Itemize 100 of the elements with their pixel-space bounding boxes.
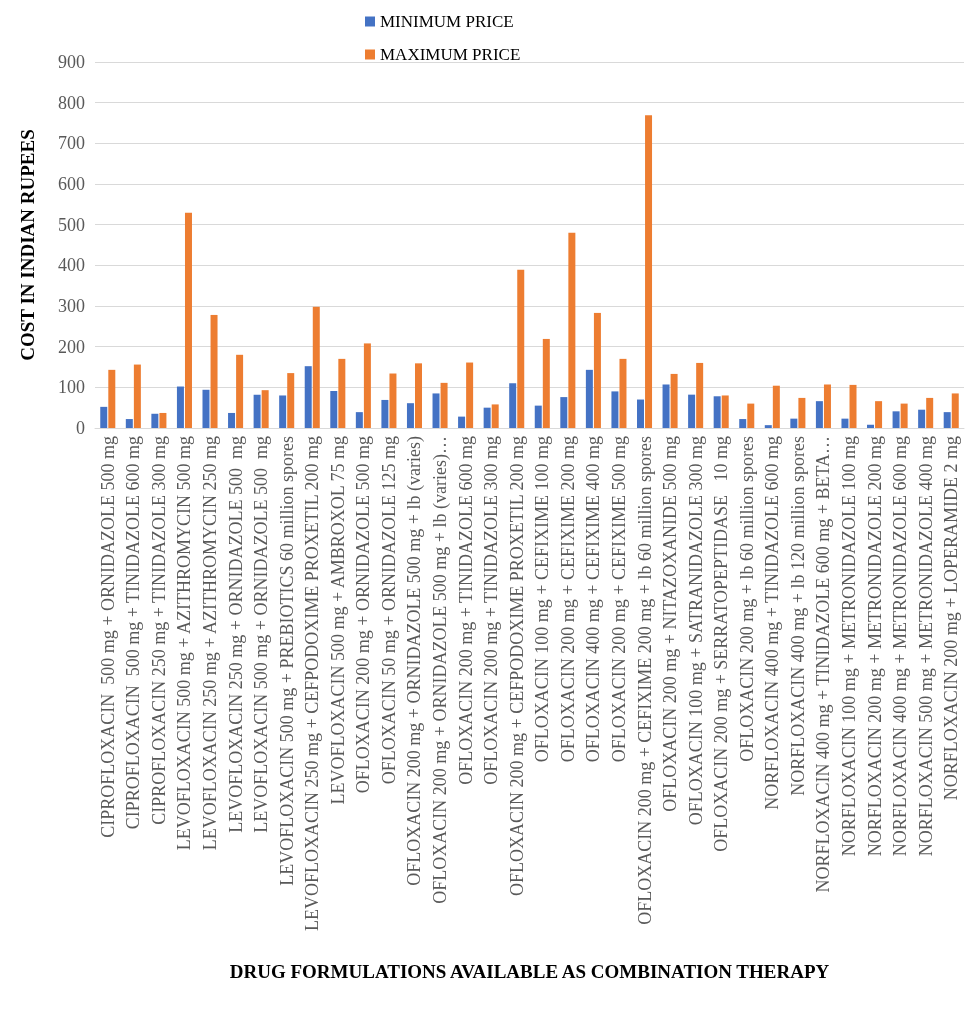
bar: [585, 369, 593, 428]
y-tick-label: 600: [58, 174, 85, 194]
bar: [125, 419, 133, 428]
bar: [483, 407, 491, 428]
bar: [713, 396, 721, 428]
bar: [381, 399, 389, 428]
bar: [918, 409, 926, 428]
x-tick-label: OFLOXACIN 100 mg + CEFIXIME 100 mg: [532, 436, 553, 763]
x-tick-label: LEVOFLOXACIN 250 mg + CEFPODOXIME PROXETIL 200 mg: [302, 436, 323, 931]
y-tick-label: 0: [76, 418, 85, 438]
bar: [900, 403, 908, 428]
bar: [279, 395, 287, 428]
bar: [841, 418, 849, 428]
bar: [534, 405, 542, 428]
bar: [790, 418, 798, 428]
bar: [253, 394, 261, 428]
bar: [330, 390, 338, 428]
legend-label: MINIMUM PRICE: [380, 12, 514, 31]
bar: [875, 401, 883, 428]
x-tick-label: OFLOXACIN 200 mg + ORNIDAZOLE 500 mg + lb (varies)…: [430, 436, 452, 904]
bar: [415, 363, 423, 428]
x-tick-label: OFLOXACIN 200 mg + NITAZOXANIDE 500 mg: [660, 436, 681, 812]
bar: [202, 389, 210, 428]
bar: [943, 412, 951, 428]
bar: [100, 406, 108, 428]
bar: [849, 384, 857, 428]
bar: [772, 385, 780, 428]
bar: [560, 397, 568, 428]
x-tick-label: NORFLOXACIN 200 mg + METRONIDAZOLE 200 mg: [864, 436, 885, 857]
x-tick-label: OFLOXACIN 200 mg + ORNIDAZOLE 500 mg + lb (varies): [404, 436, 426, 886]
bar: [228, 412, 236, 428]
x-tick-label: OFLOXACIN 200 mg + CEFPODOXIME PROXETIL 200 mg: [506, 436, 527, 896]
bar: [892, 411, 900, 428]
bar: [406, 403, 414, 428]
y-axis-title: COST IN INDIAN RUPEES: [17, 129, 38, 361]
y-tick-label: 100: [58, 377, 85, 398]
x-tick-label: CIPROFLOXACIN 500 mg + TINIDAZOLE 600 mg: [123, 436, 144, 830]
bar: [798, 397, 806, 428]
x-tick-label: LEVOFLOXACIN 250 mg + ORNIDAZOLE 500 mg: [225, 436, 246, 833]
bar: [867, 424, 875, 428]
x-tick-label: OFLOXACIN 200 mg + SERRATOPEPTIDASE 10 mg: [711, 436, 732, 852]
x-tick-label: NORFLOXACIN 400 mg + TINIDAZOLE 600 mg: [762, 436, 783, 810]
bar: [688, 394, 696, 428]
bar: [466, 362, 474, 428]
x-axis-title: DRUG FORMULATIONS AVAILABLE AS COMBINATION THERAPY: [229, 961, 830, 982]
y-tick-label: 200: [58, 336, 85, 357]
bar: [509, 383, 517, 428]
bar: [645, 115, 653, 428]
bar: [926, 397, 934, 428]
bar: [287, 373, 295, 428]
bar: [236, 354, 244, 428]
x-tick-label: OFLOXACIN 200 mg + CEFIXIME 500 mg: [608, 436, 629, 763]
bar: [389, 373, 397, 428]
bar: [304, 366, 312, 428]
x-tick-label: CIPROFLOXACIN 250 mg + TINIDAZOLE 300 mg: [148, 436, 169, 825]
bar: [662, 384, 670, 428]
bar: [611, 391, 619, 428]
bar: [636, 399, 644, 428]
x-tick-label: LEVOFLOXACIN 500 mg + ORNIDAZOLE 500 mg: [251, 436, 272, 833]
x-tick-label: OFLOXACIN 200 mg + CEFIXIME 200 mg + lb 60 million spores: [634, 436, 655, 925]
bar: [261, 390, 269, 428]
bar: [696, 362, 704, 428]
bar: [184, 212, 192, 428]
x-tick-label: LEVOFLOXACIN 500 mg + AZITHROMYCIN 500 mg: [174, 436, 195, 851]
y-tick-label: 400: [58, 255, 85, 276]
x-tick-label: CIPROFLOXACIN 500 mg + ORNIDAZOLE 500 mg: [97, 436, 118, 838]
bar: [739, 419, 747, 428]
x-tick-label: LEVOFLOXACIN 250 mg + AZITHROMYCIN 250 mg: [200, 436, 221, 851]
bar: [210, 314, 218, 428]
bar: [440, 382, 448, 428]
x-tick-label: OFLOXACIN 200 mg + ORNIDAZOLE 500 mg: [353, 436, 374, 794]
x-tick-label: OFLOXACIN 200 mg + TINIDAZOLE 600 mg: [455, 436, 476, 785]
bar: [338, 358, 346, 428]
x-tick-label: NORFLOXACIN 400 mg + METRONIDAZOLE 600 mg: [890, 436, 911, 857]
y-tick-label: 700: [58, 133, 85, 154]
bar: [764, 425, 772, 428]
bar: [517, 269, 525, 428]
x-tick-label: OFLOXACIN 200 mg + CEFIXIME 200 mg: [557, 436, 578, 763]
x-tick-label: NORFLOXACIN 400 mg + lb 120 million spores: [787, 436, 808, 796]
bar: [670, 373, 678, 428]
bar: [312, 306, 320, 428]
bar: [363, 343, 371, 428]
bar: [458, 416, 466, 428]
x-tick-label: LEVOFLOXACIN 500 mg + AMBROXOL 75 mg: [327, 436, 348, 805]
bar: [593, 312, 601, 428]
legend-label: MAXIMUM PRICE: [380, 45, 521, 64]
y-tick-label: 900: [58, 52, 85, 72]
bar: [747, 403, 755, 428]
bar: [151, 413, 159, 428]
bar: [542, 338, 550, 428]
bar: [491, 404, 499, 428]
bar: [721, 395, 729, 428]
x-tick-label: OFLOXACIN 50 mg + ORNIDAZOLE 125 mg: [378, 436, 399, 785]
x-tick-label: NORFLOXACIN 500 mg + METRONIDAZOLE 400 mg: [915, 436, 936, 857]
x-tick-label: NORFLOXACIN 100 mg + METRONIDAZOLE 100 mg: [838, 436, 859, 857]
x-tick-label: NORFLOXACIN 200 mg + LOPERAMIDE 2 mg: [941, 436, 962, 801]
y-tick-label: 500: [58, 214, 85, 235]
bar: [355, 412, 363, 428]
bar: [108, 369, 116, 428]
x-tick-label: OFLOXACIN 200 mg + TINIDAZOLE 300 mg: [481, 436, 502, 785]
